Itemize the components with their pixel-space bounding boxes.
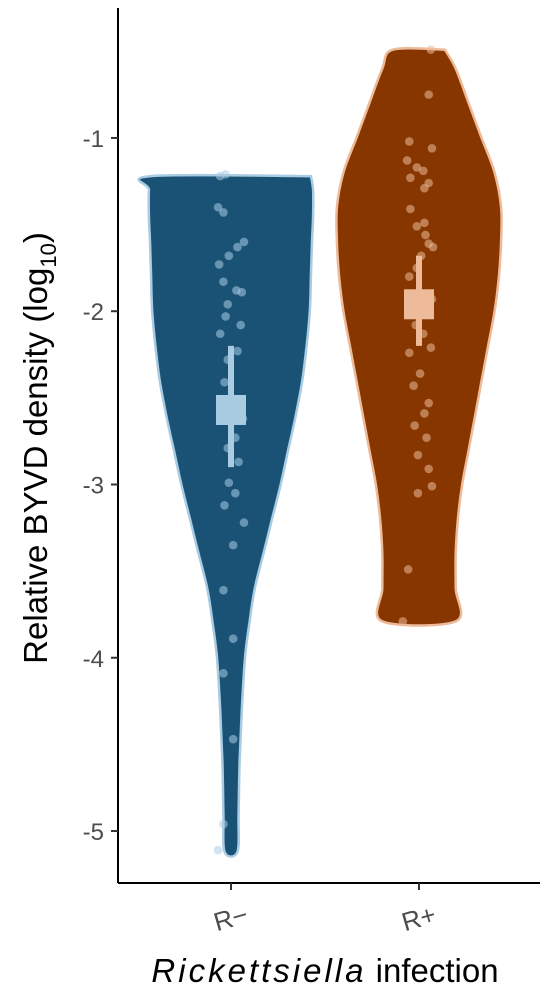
data-point — [220, 500, 229, 510]
data-point — [426, 343, 436, 352]
data-point — [236, 320, 246, 330]
data-point — [413, 450, 423, 460]
y-tick-label: -5 — [83, 819, 104, 846]
data-point — [223, 299, 233, 309]
data-point — [426, 45, 436, 54]
data-point — [215, 329, 225, 339]
data-point — [228, 540, 238, 550]
data-point — [233, 346, 242, 356]
data-point — [237, 287, 247, 297]
data-point — [402, 156, 412, 165]
data-point — [219, 585, 228, 595]
data-point — [224, 251, 234, 261]
y-axis-ticks: -1 -2 -3 -4 -5 — [83, 126, 118, 846]
violins-layer — [137, 45, 503, 858]
data-point — [213, 202, 223, 212]
mean-marker — [216, 394, 246, 425]
data-point — [424, 398, 434, 408]
x-axis-ticks: R− R+ — [210, 883, 439, 937]
data-point — [221, 170, 230, 179]
data-point — [424, 464, 434, 474]
violin-group — [137, 170, 315, 858]
data-point — [214, 260, 224, 269]
data-point — [228, 734, 238, 744]
x-tick-label: R− — [210, 899, 251, 937]
data-point — [409, 381, 418, 391]
data-point — [403, 565, 413, 574]
data-point — [219, 208, 228, 217]
data-point — [234, 457, 243, 467]
violin-group — [335, 45, 503, 627]
data-point — [419, 166, 428, 176]
violin-body — [137, 173, 315, 858]
data-point — [221, 312, 230, 321]
data-point — [412, 222, 422, 231]
data-point — [404, 137, 414, 146]
data-point — [398, 617, 408, 626]
data-point — [427, 481, 437, 491]
axes-layer — [117, 8, 540, 884]
y-tick-label: -3 — [83, 472, 104, 499]
data-point — [219, 819, 228, 829]
data-point — [415, 369, 425, 378]
y-tick-label: -2 — [83, 299, 104, 326]
y-axis-title: Relative BYVD density (log10) — [17, 232, 61, 664]
data-point — [420, 218, 429, 228]
data-point — [220, 377, 229, 387]
data-point — [428, 242, 438, 252]
data-point — [406, 204, 415, 214]
mean-marker — [404, 289, 434, 320]
x-tick-label: R+ — [398, 899, 439, 937]
data-point — [410, 421, 419, 430]
y-tick-label: -4 — [83, 646, 104, 673]
y-tick-label: -1 — [83, 126, 104, 153]
data-point — [420, 409, 429, 418]
data-point — [228, 634, 238, 643]
data-point — [413, 488, 423, 498]
data-point — [239, 518, 249, 527]
data-point — [424, 90, 434, 99]
data-point — [421, 230, 430, 240]
data-point — [239, 237, 249, 247]
data-point — [231, 488, 240, 498]
data-point — [219, 277, 228, 287]
data-point — [213, 845, 223, 855]
y-axis-title-subscript: 10 — [36, 243, 61, 267]
data-point — [427, 144, 437, 153]
data-point — [233, 242, 242, 252]
data-point — [412, 163, 422, 172]
data-point — [420, 183, 429, 193]
data-point — [404, 348, 414, 358]
x-axis-title: Rickettsiella infection — [151, 952, 498, 989]
data-point — [404, 272, 414, 281]
data-point — [219, 669, 228, 678]
data-point — [224, 478, 234, 488]
data-point — [422, 433, 431, 443]
data-point — [406, 173, 415, 183]
